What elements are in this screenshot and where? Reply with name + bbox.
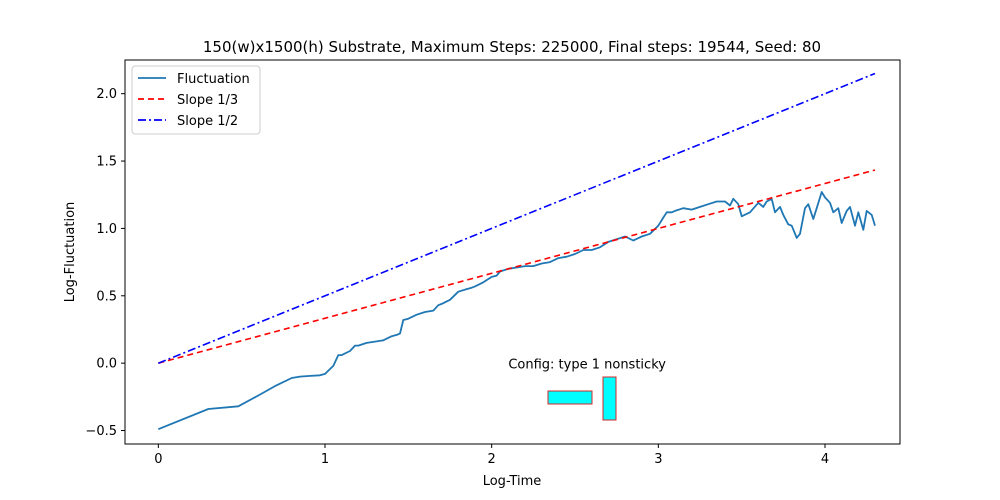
y-tick-label: 0.5 bbox=[96, 289, 117, 304]
y-tick-label: −0.5 bbox=[85, 424, 117, 439]
x-axis-label: Log-Time bbox=[483, 474, 542, 489]
y-tick-label: 0.0 bbox=[96, 357, 117, 372]
series-line-1 bbox=[158, 169, 876, 364]
x-tick-label: 2 bbox=[488, 452, 496, 467]
series-layer bbox=[157, 72, 876, 431]
y-axis-label: Log-Fluctuation bbox=[63, 202, 78, 303]
legend-label-0: Fluctuation bbox=[177, 72, 250, 87]
y-tick-label: 1.5 bbox=[96, 155, 117, 170]
y-tick-label: 1.0 bbox=[96, 222, 117, 237]
series-line-0 bbox=[157, 191, 876, 431]
config-horizontal-piece bbox=[547, 390, 593, 405]
ticks-layer: 0 1 2 3 4 −0.5 0.0 0.5 1.0 1.5 2.0 bbox=[85, 87, 829, 467]
legend-items: Fluctuation Slope 1/3 Slope 1/2 bbox=[138, 72, 250, 129]
x-tick-label: 0 bbox=[154, 452, 162, 467]
legend-box bbox=[131, 65, 261, 135]
config-annotation-text: Config: type 1 nonsticky bbox=[508, 358, 666, 373]
legend: Fluctuation Slope 1/3 Slope 1/2 bbox=[131, 65, 261, 135]
config-annotation: Config: type 1 nonsticky bbox=[508, 358, 666, 421]
y-tick-label: 2.0 bbox=[96, 87, 117, 102]
legend-label-2: Slope 1/2 bbox=[177, 114, 238, 129]
legend-label-1: Slope 1/3 bbox=[177, 93, 238, 108]
config-vertical-piece bbox=[602, 376, 617, 421]
x-tick-label: 3 bbox=[654, 452, 662, 467]
x-tick-label: 4 bbox=[821, 452, 829, 467]
series-line-2 bbox=[158, 72, 876, 364]
plot-frame bbox=[124, 59, 901, 445]
chart-title: 150(w)x1500(h) Substrate, Maximum Steps:… bbox=[203, 38, 821, 56]
x-tick-label: 1 bbox=[321, 452, 329, 467]
